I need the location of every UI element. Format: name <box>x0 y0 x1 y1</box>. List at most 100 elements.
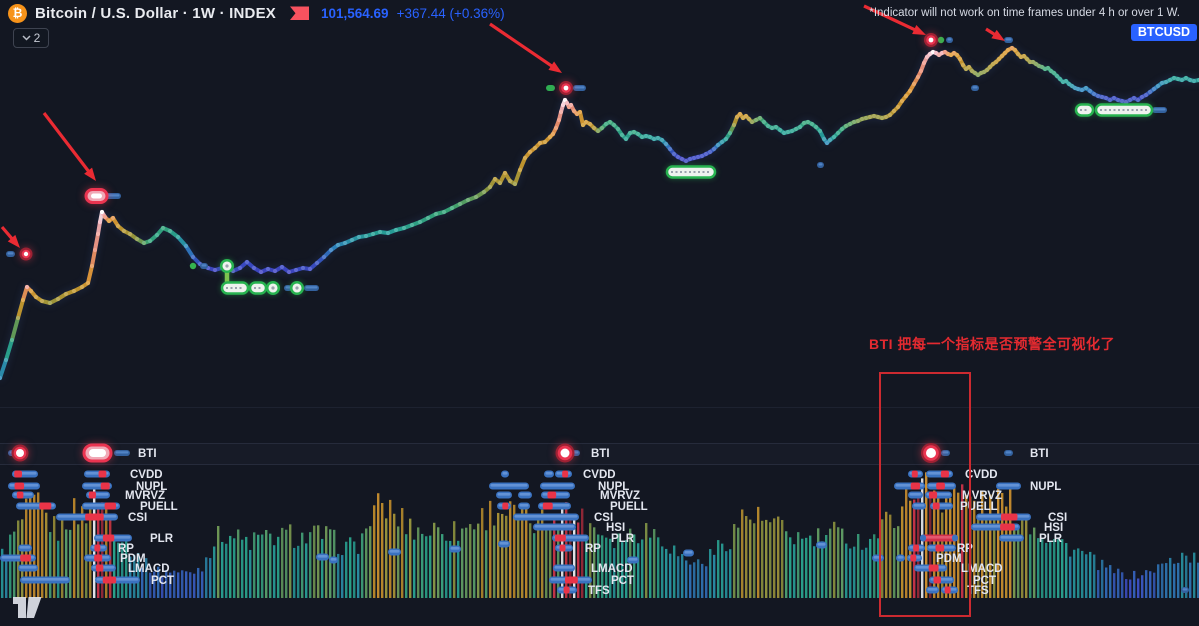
signal-pill[interactable] <box>908 470 923 478</box>
signal-pill[interactable] <box>544 470 554 478</box>
signal-pill[interactable] <box>329 556 338 564</box>
signal-pill[interactable] <box>8 482 40 490</box>
signal-pill[interactable] <box>497 502 511 510</box>
signal-pill[interactable] <box>0 554 36 562</box>
green-pill-marker[interactable] <box>248 281 268 295</box>
red-pill-marker[interactable] <box>84 188 109 204</box>
signal-pill[interactable] <box>489 482 529 490</box>
signal-pill[interactable] <box>925 491 952 499</box>
signal-pill[interactable] <box>683 549 694 557</box>
signal-pill[interactable] <box>914 564 947 572</box>
blue-dash-marker[interactable] <box>1004 450 1013 456</box>
signal-pill[interactable] <box>930 502 953 510</box>
signal-pill[interactable] <box>555 544 573 552</box>
green-pill-marker[interactable] <box>665 165 717 179</box>
signal-pill[interactable] <box>18 564 38 572</box>
green-dash-marker[interactable] <box>546 85 555 91</box>
signal-pill[interactable] <box>927 544 956 552</box>
green-pill-marker[interactable] <box>1074 103 1095 117</box>
red-signal-markers[interactable] <box>11 33 942 463</box>
green-pill-marker[interactable] <box>1094 103 1154 117</box>
signal-pill[interactable] <box>549 576 592 584</box>
signal-pill[interactable] <box>540 482 575 490</box>
signal-pill[interactable] <box>498 540 510 548</box>
signal-pill[interactable] <box>555 470 572 478</box>
signal-pill[interactable] <box>533 523 576 531</box>
signal-pill[interactable] <box>971 523 1020 531</box>
signal-pill[interactable] <box>94 534 132 542</box>
signal-pill[interactable] <box>912 502 926 510</box>
signal-pill[interactable] <box>908 544 925 552</box>
signal-pill[interactable] <box>920 534 958 542</box>
signal-pill[interactable] <box>86 491 110 499</box>
signal-pill[interactable] <box>999 534 1024 542</box>
signal-pill[interactable] <box>12 470 38 478</box>
signal-pill[interactable] <box>929 576 954 584</box>
blue-dash-marker[interactable] <box>200 263 208 269</box>
red-circle-marker[interactable] <box>555 443 575 463</box>
signal-pill[interactable] <box>388 548 401 556</box>
blue-dash-marker[interactable] <box>1152 107 1167 113</box>
signal-pill[interactable] <box>84 470 110 478</box>
signal-pill[interactable] <box>82 502 120 510</box>
blue-dash-marker[interactable] <box>284 285 292 291</box>
green-dot-marker[interactable] <box>937 36 945 44</box>
green-circle-marker[interactable] <box>265 280 281 296</box>
flag-icon[interactable] <box>290 6 309 21</box>
signal-pill[interactable] <box>927 482 956 490</box>
signal-pill[interactable] <box>552 534 589 542</box>
green-signal-markers[interactable] <box>219 103 1154 296</box>
signal-pill[interactable] <box>926 586 939 594</box>
signal-pill[interactable] <box>90 544 107 552</box>
red-circle-marker[interactable] <box>559 81 573 95</box>
blue-dash-marker[interactable] <box>1004 37 1013 43</box>
signal-pill[interactable] <box>553 564 575 572</box>
signal-pill[interactable] <box>907 554 922 562</box>
blue-dash-marker[interactable] <box>946 37 953 43</box>
signal-pill[interactable] <box>896 554 905 562</box>
signal-pill[interactable] <box>518 502 530 510</box>
signal-pill[interactable] <box>496 491 512 499</box>
signal-pill[interactable] <box>56 513 118 521</box>
signal-pill[interactable] <box>501 470 509 478</box>
signal-pill[interactable] <box>513 513 579 521</box>
signal-pill[interactable] <box>894 482 925 490</box>
blue-dash-marker[interactable] <box>114 450 130 456</box>
blue-dash-marker[interactable] <box>304 285 319 291</box>
red-circle-marker[interactable] <box>921 443 941 463</box>
signal-pill[interactable] <box>316 553 329 561</box>
signal-pill[interactable] <box>538 502 571 510</box>
signal-pill[interactable] <box>557 586 577 594</box>
signal-pill[interactable] <box>908 491 923 499</box>
blue-dash-marker[interactable] <box>6 251 15 257</box>
signal-pill[interactable] <box>816 541 827 549</box>
red-circle-marker[interactable] <box>19 247 33 261</box>
green-circle-marker[interactable] <box>219 258 235 274</box>
blue-dash-marker[interactable] <box>941 450 950 456</box>
signal-pill[interactable] <box>18 544 32 552</box>
signal-pill[interactable] <box>84 554 111 562</box>
signal-pill[interactable] <box>95 576 140 584</box>
green-pill-marker[interactable] <box>220 281 250 295</box>
signal-pill[interactable] <box>518 491 532 499</box>
symbol-title[interactable]: Bitcoin / U.S. Dollar · 1W · INDEX <box>35 5 276 22</box>
signal-pill[interactable] <box>976 513 1031 521</box>
blue-dash-marker[interactable] <box>817 162 824 168</box>
tradingview-logo[interactable] <box>13 597 43 619</box>
blue-dash-marker[interactable] <box>573 85 586 91</box>
signal-markers[interactable] <box>6 36 1189 593</box>
signal-pill[interactable] <box>926 470 953 478</box>
signal-pill[interactable] <box>91 564 116 572</box>
red-circle-marker[interactable] <box>924 33 938 47</box>
green-dot-marker[interactable] <box>189 262 197 270</box>
green-circle-marker[interactable] <box>289 280 305 296</box>
signal-pill[interactable] <box>541 491 570 499</box>
indicators-collapse-button[interactable]: 2 <box>13 28 49 48</box>
signal-pill[interactable] <box>16 502 56 510</box>
signal-pill[interactable] <box>12 491 34 499</box>
blue-dash-marker[interactable] <box>971 85 979 91</box>
blue-dash-marker[interactable] <box>1181 587 1189 593</box>
red-circle-marker[interactable] <box>11 444 29 462</box>
signal-pills[interactable] <box>0 470 1031 594</box>
